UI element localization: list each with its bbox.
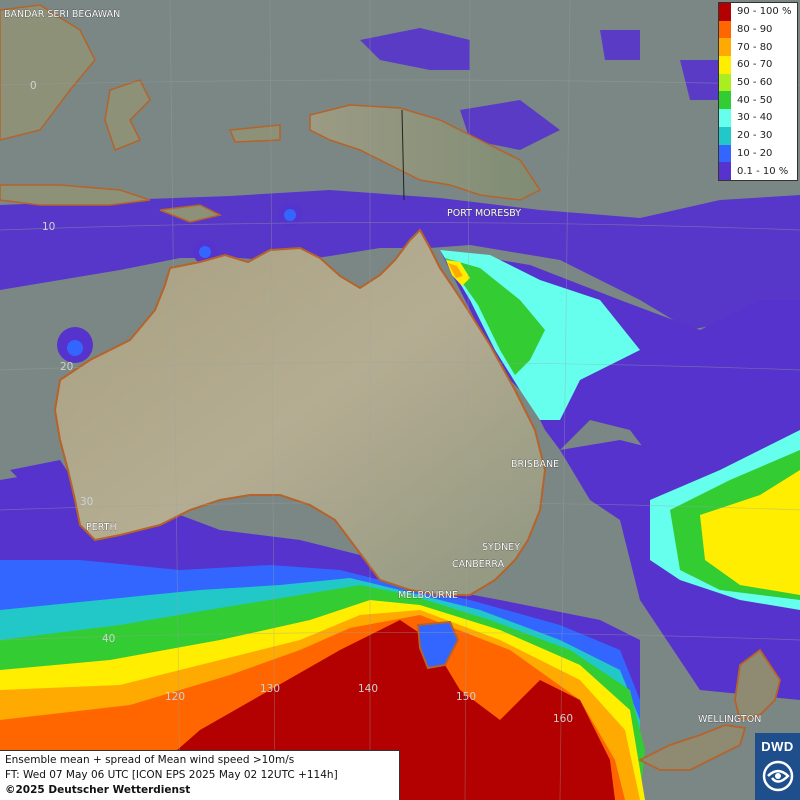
lon-label-130: 130 (260, 683, 280, 695)
legend-row: 80 - 90 (719, 20, 797, 39)
legend-label: 20 - 30 (737, 130, 773, 142)
dwd-logo: DWD (755, 733, 800, 800)
info-forecast-time: FT: Wed 07 May 06 UTC [ICON EPS 2025 May… (5, 769, 338, 781)
legend-swatch (719, 144, 731, 163)
legend-swatch (719, 162, 731, 180)
landmass-australia (53, 228, 547, 596)
legend-label: 50 - 60 (737, 77, 773, 89)
legend-swatch (719, 109, 731, 127)
legend-row: 20 - 30 (719, 126, 797, 145)
lon-label-120: 120 (165, 691, 185, 703)
city-label-wellington: WELLINGTON (698, 714, 761, 725)
lat-label-40: 40 (102, 633, 115, 645)
city-label-port-moresby: PORT MORESBY (447, 208, 521, 219)
lat-label-0: 0 (30, 80, 37, 92)
legend-row: 50 - 60 (719, 73, 797, 92)
legend: 90 - 100 % 80 - 90 70 - 80 60 - 70 50 - 60 40… (718, 2, 798, 181)
city-label-brisbane: BRISBANE (511, 459, 559, 470)
info-box: Ensemble mean + spread of Mean wind spee… (0, 750, 400, 800)
landmass-new-zealand (637, 648, 781, 771)
city-label-perth: PERTH (86, 522, 117, 533)
legend-label: 30 - 40 (737, 112, 773, 124)
swirl-icon (762, 760, 793, 792)
legend-label: 70 - 80 (737, 41, 773, 53)
legend-row: 70 - 80 (719, 38, 797, 57)
legend-row: 30 - 40 (719, 109, 797, 127)
legend-swatch (719, 38, 731, 57)
landmass-indonesia (0, 4, 281, 223)
city-label-canberra: CANBERRA (452, 559, 505, 570)
lat-label-10: 10 (42, 221, 55, 233)
probability-qld-green (445, 258, 545, 375)
lon-label-140: 140 (358, 683, 378, 695)
legend-label: 40 - 50 (737, 94, 773, 106)
landmass-tasmania (416, 620, 460, 670)
legend-row: 90 - 100 % (719, 3, 797, 21)
legend-swatch (719, 126, 731, 145)
landmass-new-guinea (309, 104, 542, 201)
legend-swatch (719, 3, 731, 21)
legend-row: 60 - 70 (719, 56, 797, 74)
info-product: Ensemble mean + spread of Mean wind spee… (5, 754, 295, 766)
legend-row: 0.1 - 10 % (719, 162, 797, 180)
legend-label: 10 - 20 (737, 147, 773, 159)
lon-label-150: 150 (456, 691, 476, 703)
lon-label-160: 160 (553, 713, 573, 725)
border-png (401, 109, 405, 201)
legend-swatch (719, 73, 731, 92)
legend-swatch (719, 20, 731, 39)
city-label-sydney: SYDNEY (482, 542, 520, 553)
legend-swatch (719, 91, 731, 110)
legend-label: 90 - 100 % (737, 6, 792, 18)
legend-row: 10 - 20 (719, 144, 797, 163)
city-label-bandar-seri-begawan: BANDAR SERI BEGAWAN (4, 9, 120, 20)
grid-labels: 0 10 20 30 40 120 130 140 150 160 (30, 80, 573, 725)
city-label-melbourne: MELBOURNE (398, 590, 458, 601)
probability-qld-orange (448, 263, 463, 278)
dwd-logo-text: DWD (761, 739, 794, 754)
legend-label: 80 - 90 (737, 24, 773, 36)
legend-swatch (719, 56, 731, 74)
probability-band-tropical (0, 190, 800, 330)
city-labels: BANDAR SERI BEGAWAN PORT MORESBY PERTH B… (4, 9, 762, 726)
info-copyright: ©2025 Deutscher Wetterdienst (5, 784, 191, 796)
lat-label-20: 20 (60, 361, 73, 373)
legend-label: 60 - 70 (737, 59, 773, 71)
legend-label: 0.1 - 10 % (737, 165, 789, 177)
probability-nz-yellow (700, 470, 800, 595)
probability-patches-blue (67, 209, 296, 356)
probability-band-north (360, 28, 720, 150)
lat-label-30: 30 (80, 496, 93, 508)
legend-row: 40 - 50 (719, 91, 797, 110)
